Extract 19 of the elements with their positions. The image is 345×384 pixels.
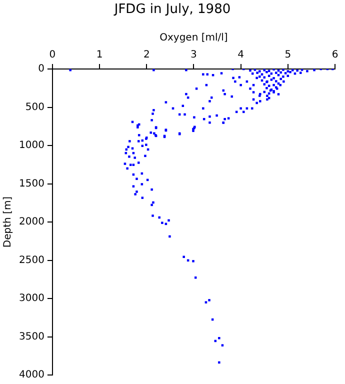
- y-tick-label: 2500: [18, 254, 44, 266]
- chart-title: JFDG in July, 1980: [112, 2, 232, 17]
- y-tick-label: 3500: [18, 331, 44, 342]
- y-tick-label: 500: [25, 102, 44, 113]
- x-tick-label: 1: [96, 50, 103, 61]
- x-tick-label: 4: [238, 50, 244, 61]
- y-tick-label: 4000: [18, 370, 44, 381]
- x-tick-label: 2: [143, 50, 150, 61]
- x-tick-label: 6: [332, 50, 338, 61]
- x-tick-label: 3: [190, 50, 197, 61]
- y-tick-label: 2000: [18, 216, 44, 228]
- x-tick-label: 0: [49, 50, 56, 61]
- x-tick-label: 5: [284, 50, 292, 61]
- y-axis-title: Depth [m]: [2, 196, 14, 248]
- y-tick-label: 0: [38, 64, 44, 75]
- y-tick-label: 1500: [18, 178, 44, 190]
- x-axis-title: Oxygen [ml/l]: [160, 32, 228, 44]
- y-tick-label: 1000: [18, 140, 44, 152]
- y-tick-label: 3000: [18, 293, 44, 304]
